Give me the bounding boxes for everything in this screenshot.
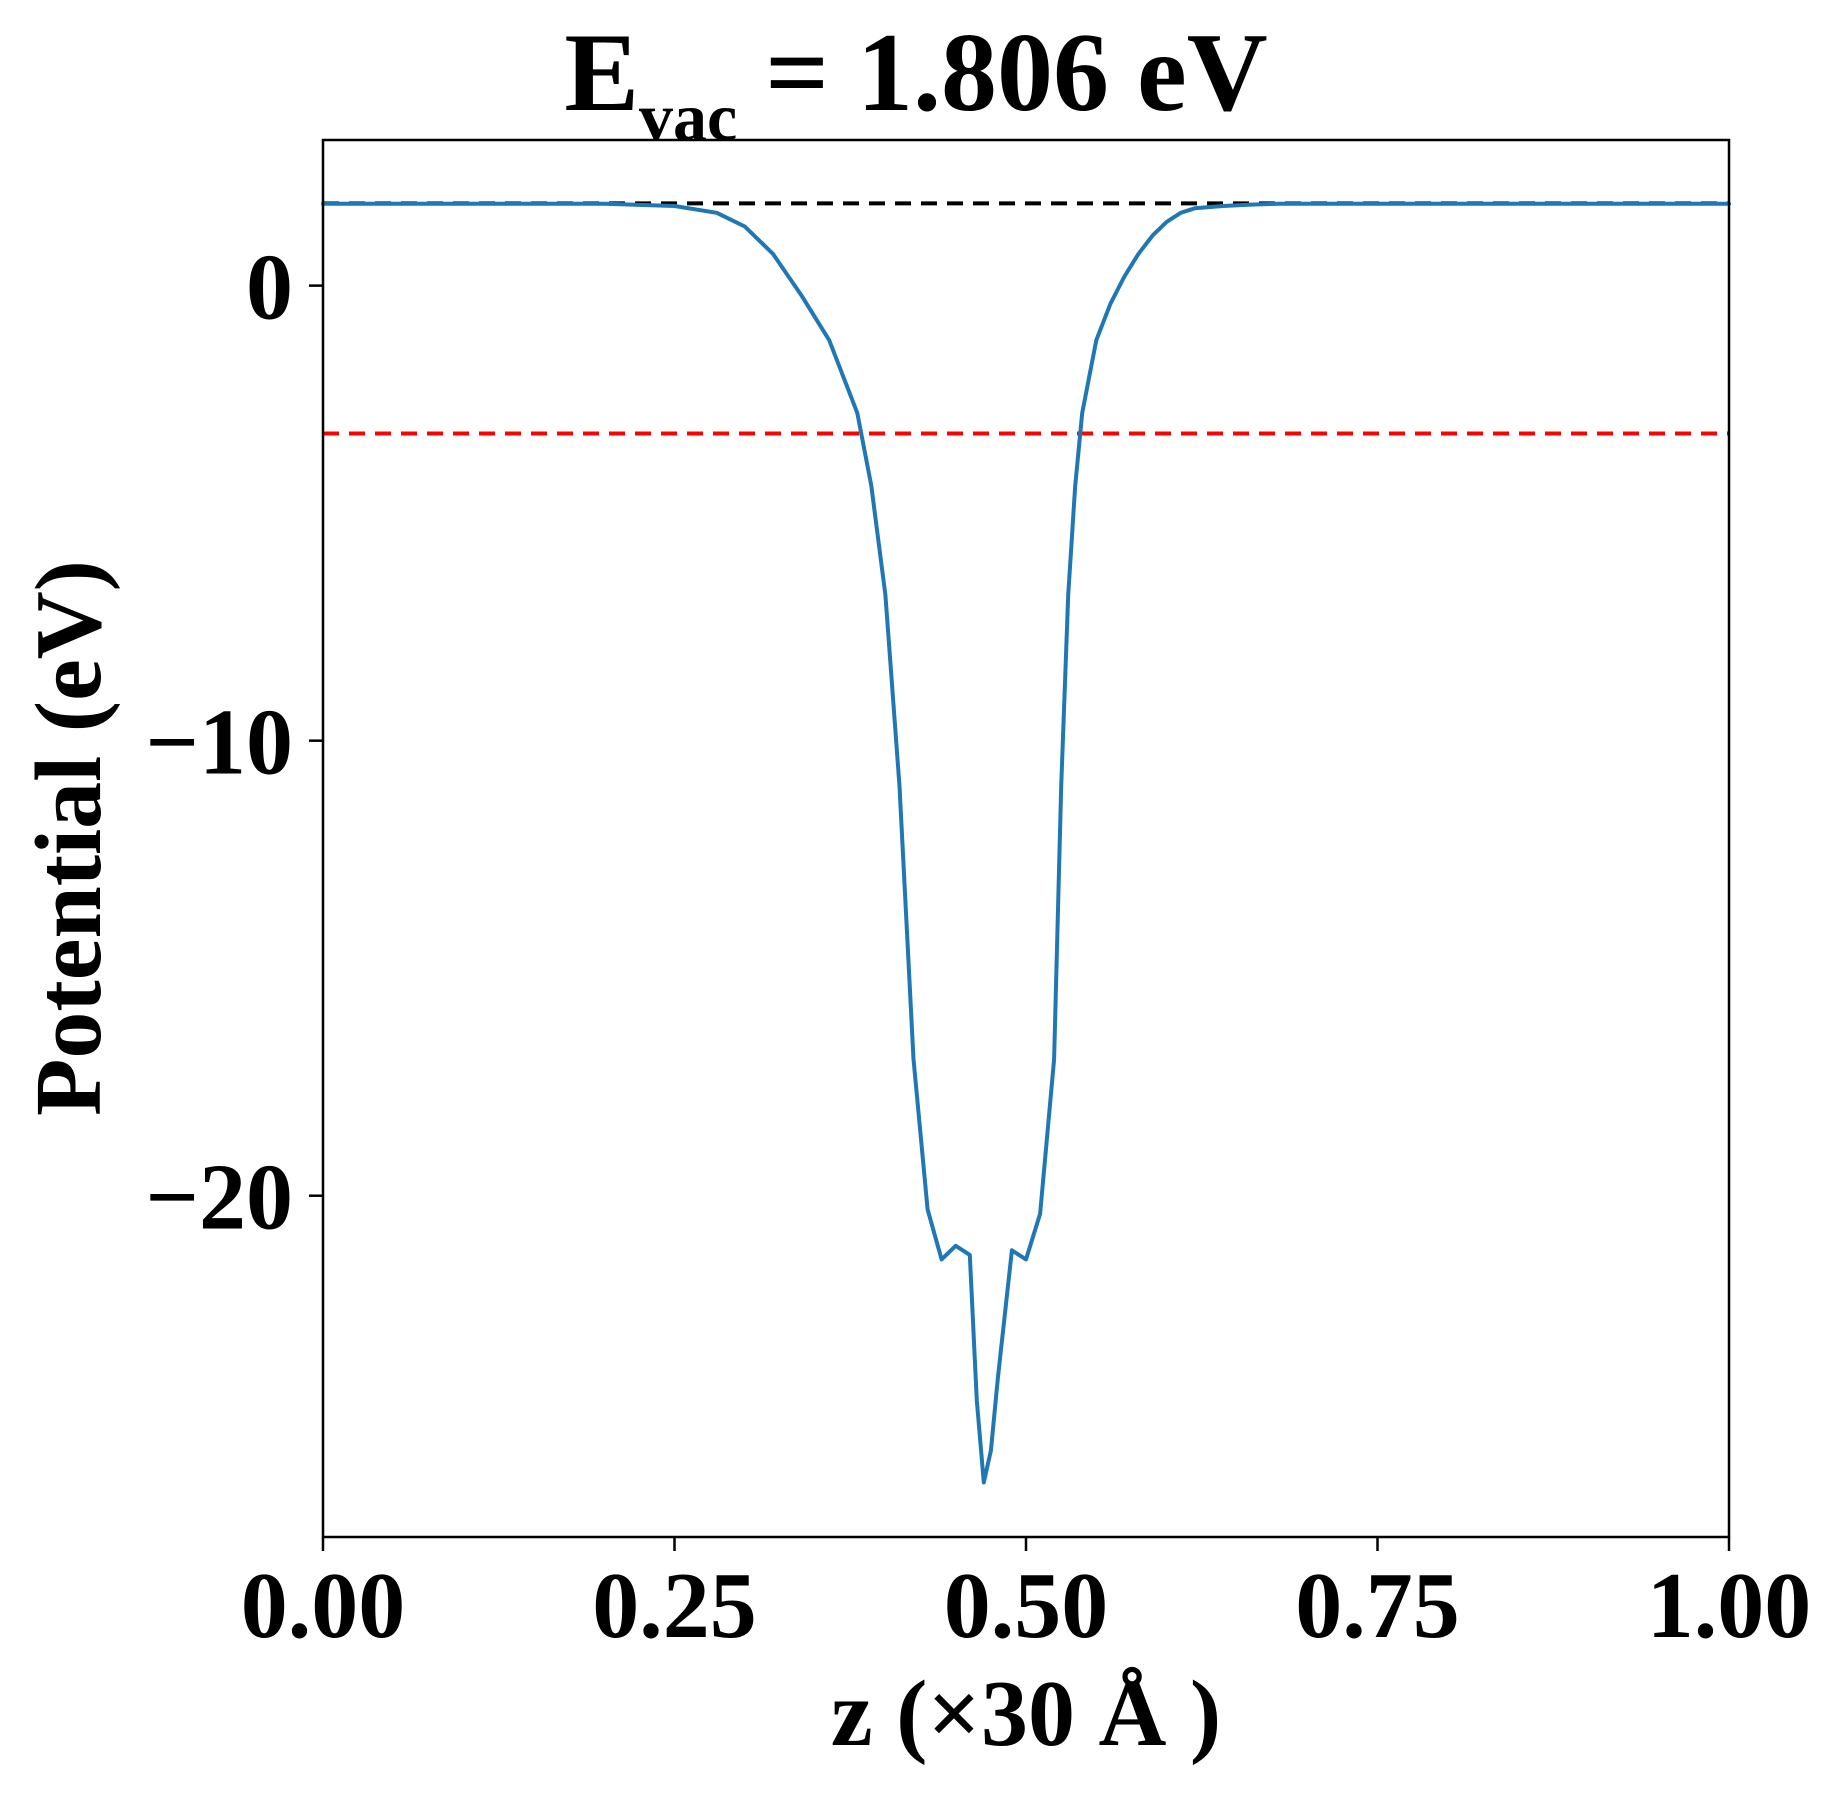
y-axis-label: Potential (eV) bbox=[17, 560, 121, 1116]
title-main: E bbox=[564, 11, 639, 135]
title-subscript: vac bbox=[639, 79, 737, 155]
x-ticks: 0.00 0.25 0.50 0.75 1.00 bbox=[241, 1537, 1812, 1658]
x-tick-label: 0.75 bbox=[1295, 1554, 1460, 1658]
series-line-0 bbox=[321, 201, 1731, 1485]
x-tick-label: 0.50 bbox=[944, 1554, 1109, 1658]
x-tick-label: 0.00 bbox=[241, 1554, 406, 1658]
plot-frame bbox=[321, 138, 1731, 1539]
y-ticks: 0 −10 −20 bbox=[145, 236, 323, 1250]
y-tick-label: −10 bbox=[145, 691, 293, 795]
x-axis-label: z (×30 Å ) bbox=[831, 1662, 1221, 1766]
title-rest: = 1.806 eV bbox=[737, 11, 1267, 135]
chart-title: Evac = 1.806 eV bbox=[564, 11, 1267, 155]
y-tick-label: 0 bbox=[246, 236, 293, 340]
plot-lines bbox=[321, 201, 1731, 1485]
x-tick-label: 0.25 bbox=[592, 1554, 757, 1658]
y-tick-label: −20 bbox=[145, 1146, 293, 1250]
x-tick-label: 1.00 bbox=[1647, 1554, 1812, 1658]
